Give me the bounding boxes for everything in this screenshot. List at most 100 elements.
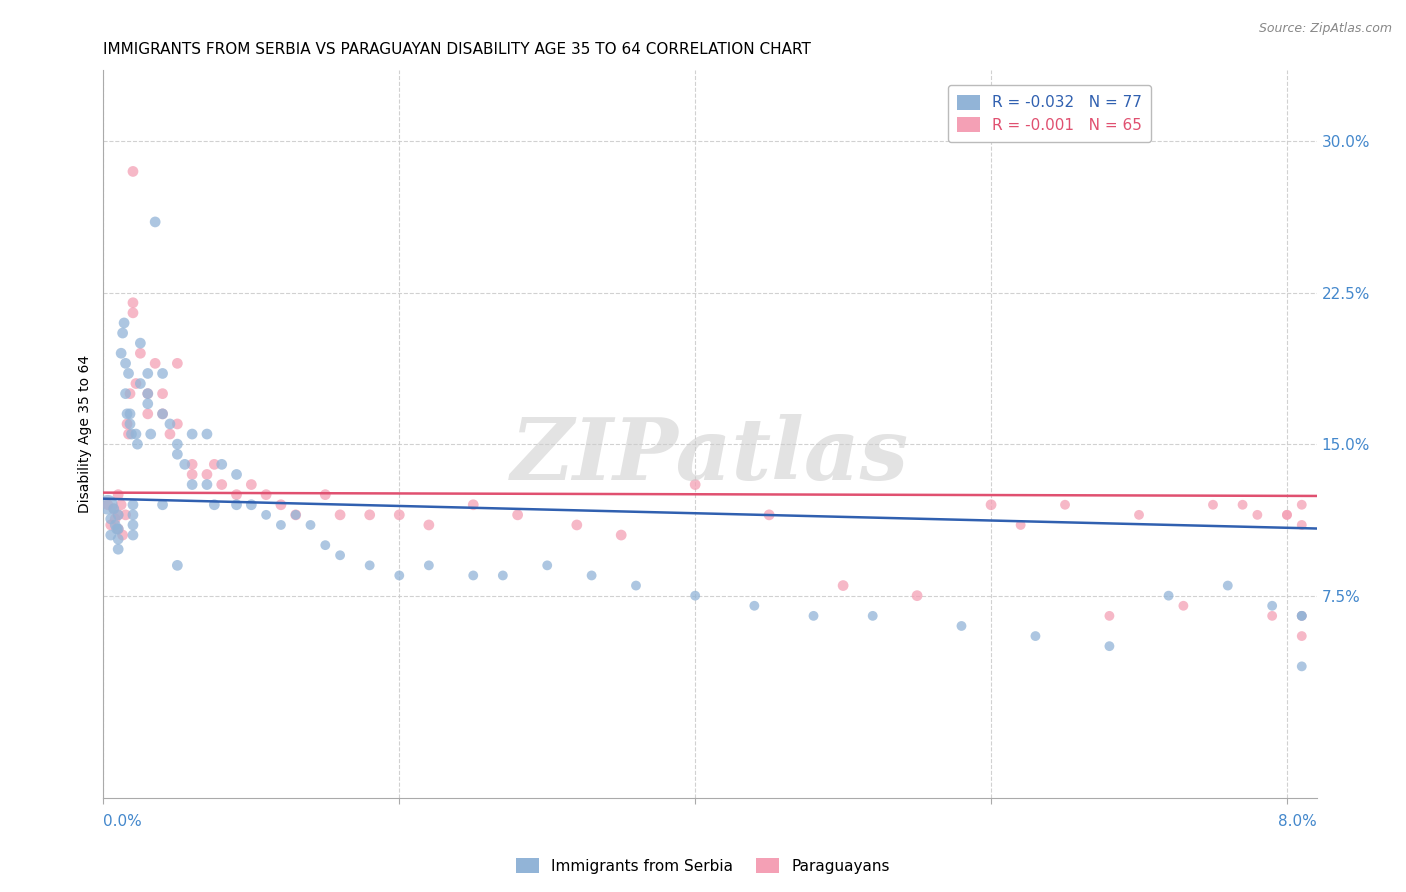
Point	[1291, 629, 1313, 643]
Point	[139, 427, 162, 442]
Point	[143, 215, 166, 229]
Point	[1010, 518, 1032, 533]
Point	[122, 528, 145, 542]
Point	[114, 508, 136, 522]
Point	[122, 498, 145, 512]
Point	[359, 558, 381, 573]
Point	[1246, 508, 1268, 522]
Point	[1157, 589, 1180, 603]
Point	[115, 407, 138, 421]
Point	[211, 477, 233, 491]
Point	[359, 508, 381, 522]
Point	[152, 407, 174, 421]
Point	[1098, 639, 1121, 653]
Point	[1098, 608, 1121, 623]
Point	[181, 477, 204, 491]
Point	[125, 376, 148, 391]
Point	[110, 346, 132, 360]
Point	[114, 356, 136, 370]
Point	[1024, 629, 1046, 643]
Point	[107, 522, 129, 536]
Point	[905, 589, 928, 603]
Point	[463, 568, 485, 582]
Point	[152, 386, 174, 401]
Point	[1275, 508, 1298, 522]
Text: IMMIGRANTS FROM SERBIA VS PARAGUAYAN DISABILITY AGE 35 TO 64 CORRELATION CHART: IMMIGRANTS FROM SERBIA VS PARAGUAYAN DIS…	[104, 42, 811, 57]
Point	[117, 367, 139, 381]
Point	[104, 512, 127, 526]
Point	[388, 508, 411, 522]
Point	[125, 427, 148, 442]
Point	[152, 498, 174, 512]
Point	[159, 427, 181, 442]
Point	[166, 558, 188, 573]
Point	[950, 619, 973, 633]
Point	[127, 437, 149, 451]
Legend: Immigrants from Serbia, Paraguayans: Immigrants from Serbia, Paraguayans	[510, 852, 896, 880]
Point	[195, 467, 218, 482]
Point	[240, 498, 263, 512]
Point	[492, 568, 515, 582]
Point	[143, 356, 166, 370]
Point	[225, 488, 247, 502]
Point	[136, 407, 159, 421]
Point	[284, 508, 307, 522]
Point	[1202, 498, 1225, 512]
Point	[1173, 599, 1195, 613]
Point	[122, 518, 145, 533]
Text: 0.0%: 0.0%	[104, 814, 142, 829]
Point	[111, 326, 134, 340]
Point	[105, 522, 128, 536]
Point	[129, 346, 152, 360]
Point	[832, 578, 855, 592]
Point	[1291, 498, 1313, 512]
Point	[115, 417, 138, 431]
Point	[225, 467, 247, 482]
Point	[314, 538, 336, 552]
Point	[173, 458, 195, 472]
Point	[683, 477, 706, 491]
Point	[136, 367, 159, 381]
Point	[1291, 659, 1313, 673]
Point	[97, 498, 120, 512]
Point	[195, 427, 218, 442]
Point	[536, 558, 558, 573]
Point	[152, 367, 174, 381]
Point	[211, 458, 233, 472]
Point	[624, 578, 647, 592]
Point	[107, 488, 129, 502]
Point	[1291, 518, 1313, 533]
Point	[166, 417, 188, 431]
Point	[610, 528, 633, 542]
Point	[121, 427, 143, 442]
Point	[159, 417, 181, 431]
Point	[506, 508, 529, 522]
Point	[980, 498, 1002, 512]
Point	[803, 608, 825, 623]
Point	[329, 548, 352, 562]
Point	[1291, 608, 1313, 623]
Point	[100, 518, 122, 533]
Point	[1128, 508, 1150, 522]
Point	[202, 498, 225, 512]
Point	[862, 608, 884, 623]
Point	[103, 501, 125, 516]
Point	[100, 528, 122, 542]
Point	[110, 498, 132, 512]
Point	[129, 376, 152, 391]
Point	[1216, 578, 1239, 592]
Point	[107, 508, 129, 522]
Point	[299, 518, 322, 533]
Point	[418, 558, 440, 573]
Point	[744, 599, 766, 613]
Point	[314, 488, 336, 502]
Point	[1053, 498, 1076, 512]
Point	[114, 386, 136, 401]
Point	[284, 508, 307, 522]
Point	[1261, 599, 1284, 613]
Point	[136, 397, 159, 411]
Point	[112, 316, 135, 330]
Point	[117, 427, 139, 442]
Point	[129, 336, 152, 351]
Point	[107, 508, 129, 522]
